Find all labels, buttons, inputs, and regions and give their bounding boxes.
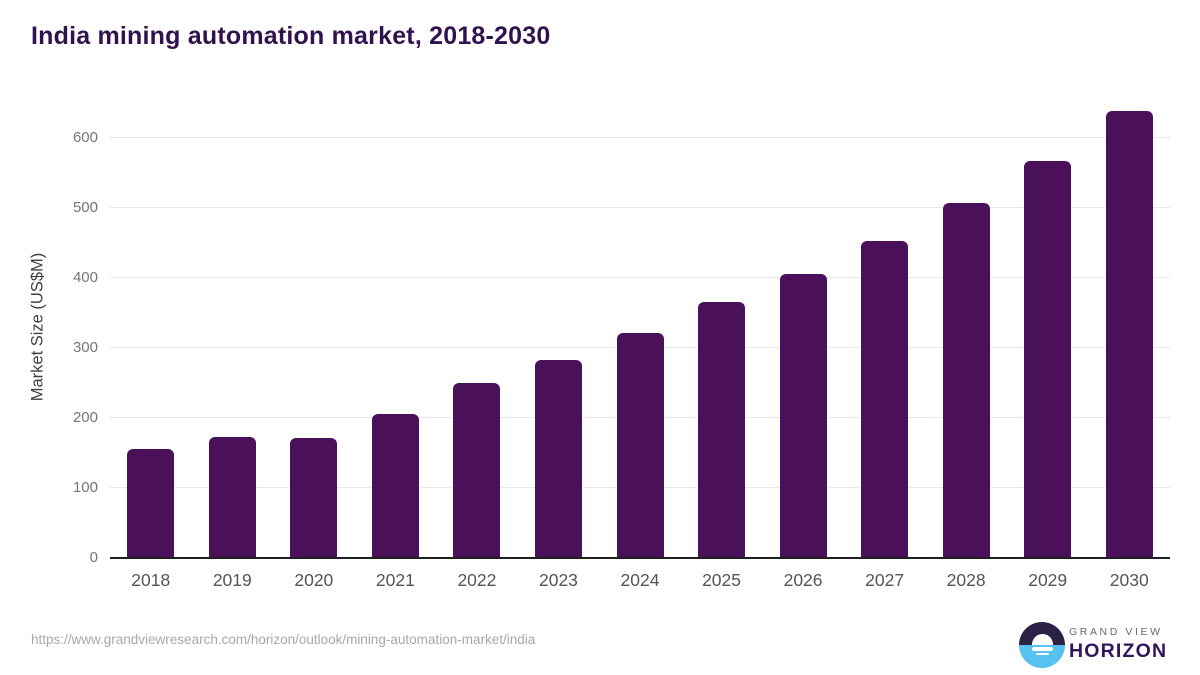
x-tick-label-2030: 2030 [1109, 570, 1149, 590]
x-axis-labels: 2018 2019 2020 2021 2022 2023 2024 2025 2026 2027… [110, 570, 1170, 594]
bar-2024 [616, 333, 664, 557]
x-tick-label-2023: 2023 [538, 570, 578, 590]
logo-sky-half [1019, 622, 1065, 645]
plot-area: 0 100 200 300 400 500 600 [73, 96, 1170, 566]
logo-brand-name: GRAND VIEW [1069, 626, 1163, 638]
bar-2030 [1105, 111, 1153, 557]
y-tick-label-200: 200 [72, 409, 98, 426]
bar-2025 [698, 301, 746, 557]
gridline-500 [110, 207, 1170, 208]
bar-2018 [127, 449, 175, 557]
x-tick-label-2029: 2029 [1028, 570, 1068, 590]
x-axis-line [110, 557, 1170, 559]
y-tick-label-600: 600 [72, 129, 98, 146]
y-tick-label-100: 100 [72, 479, 98, 496]
x-tick-label-2024: 2024 [620, 570, 660, 590]
x-tick-label-2028: 2028 [946, 570, 986, 590]
source-url: https://www.grandviewresearch.com/horizo… [31, 632, 536, 647]
logo-text: GRAND VIEW HORIZON [1069, 626, 1167, 663]
x-tick-label-2022: 2022 [457, 570, 497, 590]
bar-2022 [453, 383, 501, 557]
logo-sun-shape [1031, 634, 1053, 645]
x-tick-label-2025: 2025 [702, 570, 741, 590]
x-tick-label-2021: 2021 [375, 570, 415, 590]
x-tick-label-2027: 2027 [865, 570, 905, 590]
y-axis-title: Market Size (US$M) [28, 252, 47, 402]
bar-2020 [290, 438, 338, 557]
gridline-600 [110, 137, 1170, 138]
x-tick-label-2026: 2026 [783, 570, 823, 590]
bar-2027 [861, 240, 909, 557]
sun-over-horizon-icon [1019, 622, 1065, 668]
gridline-400 [110, 277, 1170, 278]
bar-2029 [1024, 160, 1072, 557]
logo-reflection-stripe [1035, 652, 1049, 655]
chart-title: India mining automation market, 2018-203… [31, 22, 551, 50]
logo-sea-half [1019, 645, 1065, 668]
logo-reflection-stripe [1031, 647, 1053, 651]
x-tick-label-2020: 2020 [294, 570, 334, 590]
y-tick-label-0: 0 [89, 549, 98, 566]
y-tick-label-500: 500 [72, 199, 98, 216]
bar-2021 [371, 413, 419, 557]
bar-2028 [942, 202, 990, 557]
y-tick-label-400: 400 [72, 269, 98, 286]
x-tick-label-2019: 2019 [212, 570, 252, 590]
bar-2019 [208, 436, 256, 557]
x-tick-label-2018: 2018 [131, 570, 171, 590]
grand-view-horizon-logo: GRAND VIEW HORIZON [1019, 622, 1189, 668]
bar-2026 [779, 273, 827, 557]
y-tick-label-300: 300 [72, 339, 98, 356]
bar-2023 [534, 359, 582, 557]
logo-product-name: HORIZON [1069, 640, 1168, 662]
